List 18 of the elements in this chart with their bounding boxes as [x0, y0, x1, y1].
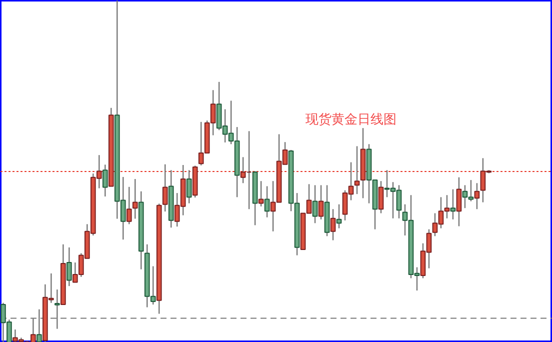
candlestick [264, 186, 270, 218]
candlestick [186, 170, 192, 204]
candlestick [162, 164, 168, 212]
candlestick [318, 184, 324, 220]
candlestick [474, 182, 480, 210]
annotation: 现货黄金日线图 [306, 112, 396, 128]
candlestick [330, 208, 336, 241]
candlestick [456, 176, 462, 227]
candlestick [336, 204, 342, 229]
candlestick [102, 164, 108, 198]
candlestick [354, 146, 360, 195]
candlestick [132, 178, 138, 220]
candlestick [450, 188, 456, 220]
candlestick [126, 186, 132, 225]
candlestick [312, 184, 318, 224]
candlestick [258, 180, 264, 207]
candlestick [66, 246, 72, 287]
candlestick [378, 180, 384, 214]
